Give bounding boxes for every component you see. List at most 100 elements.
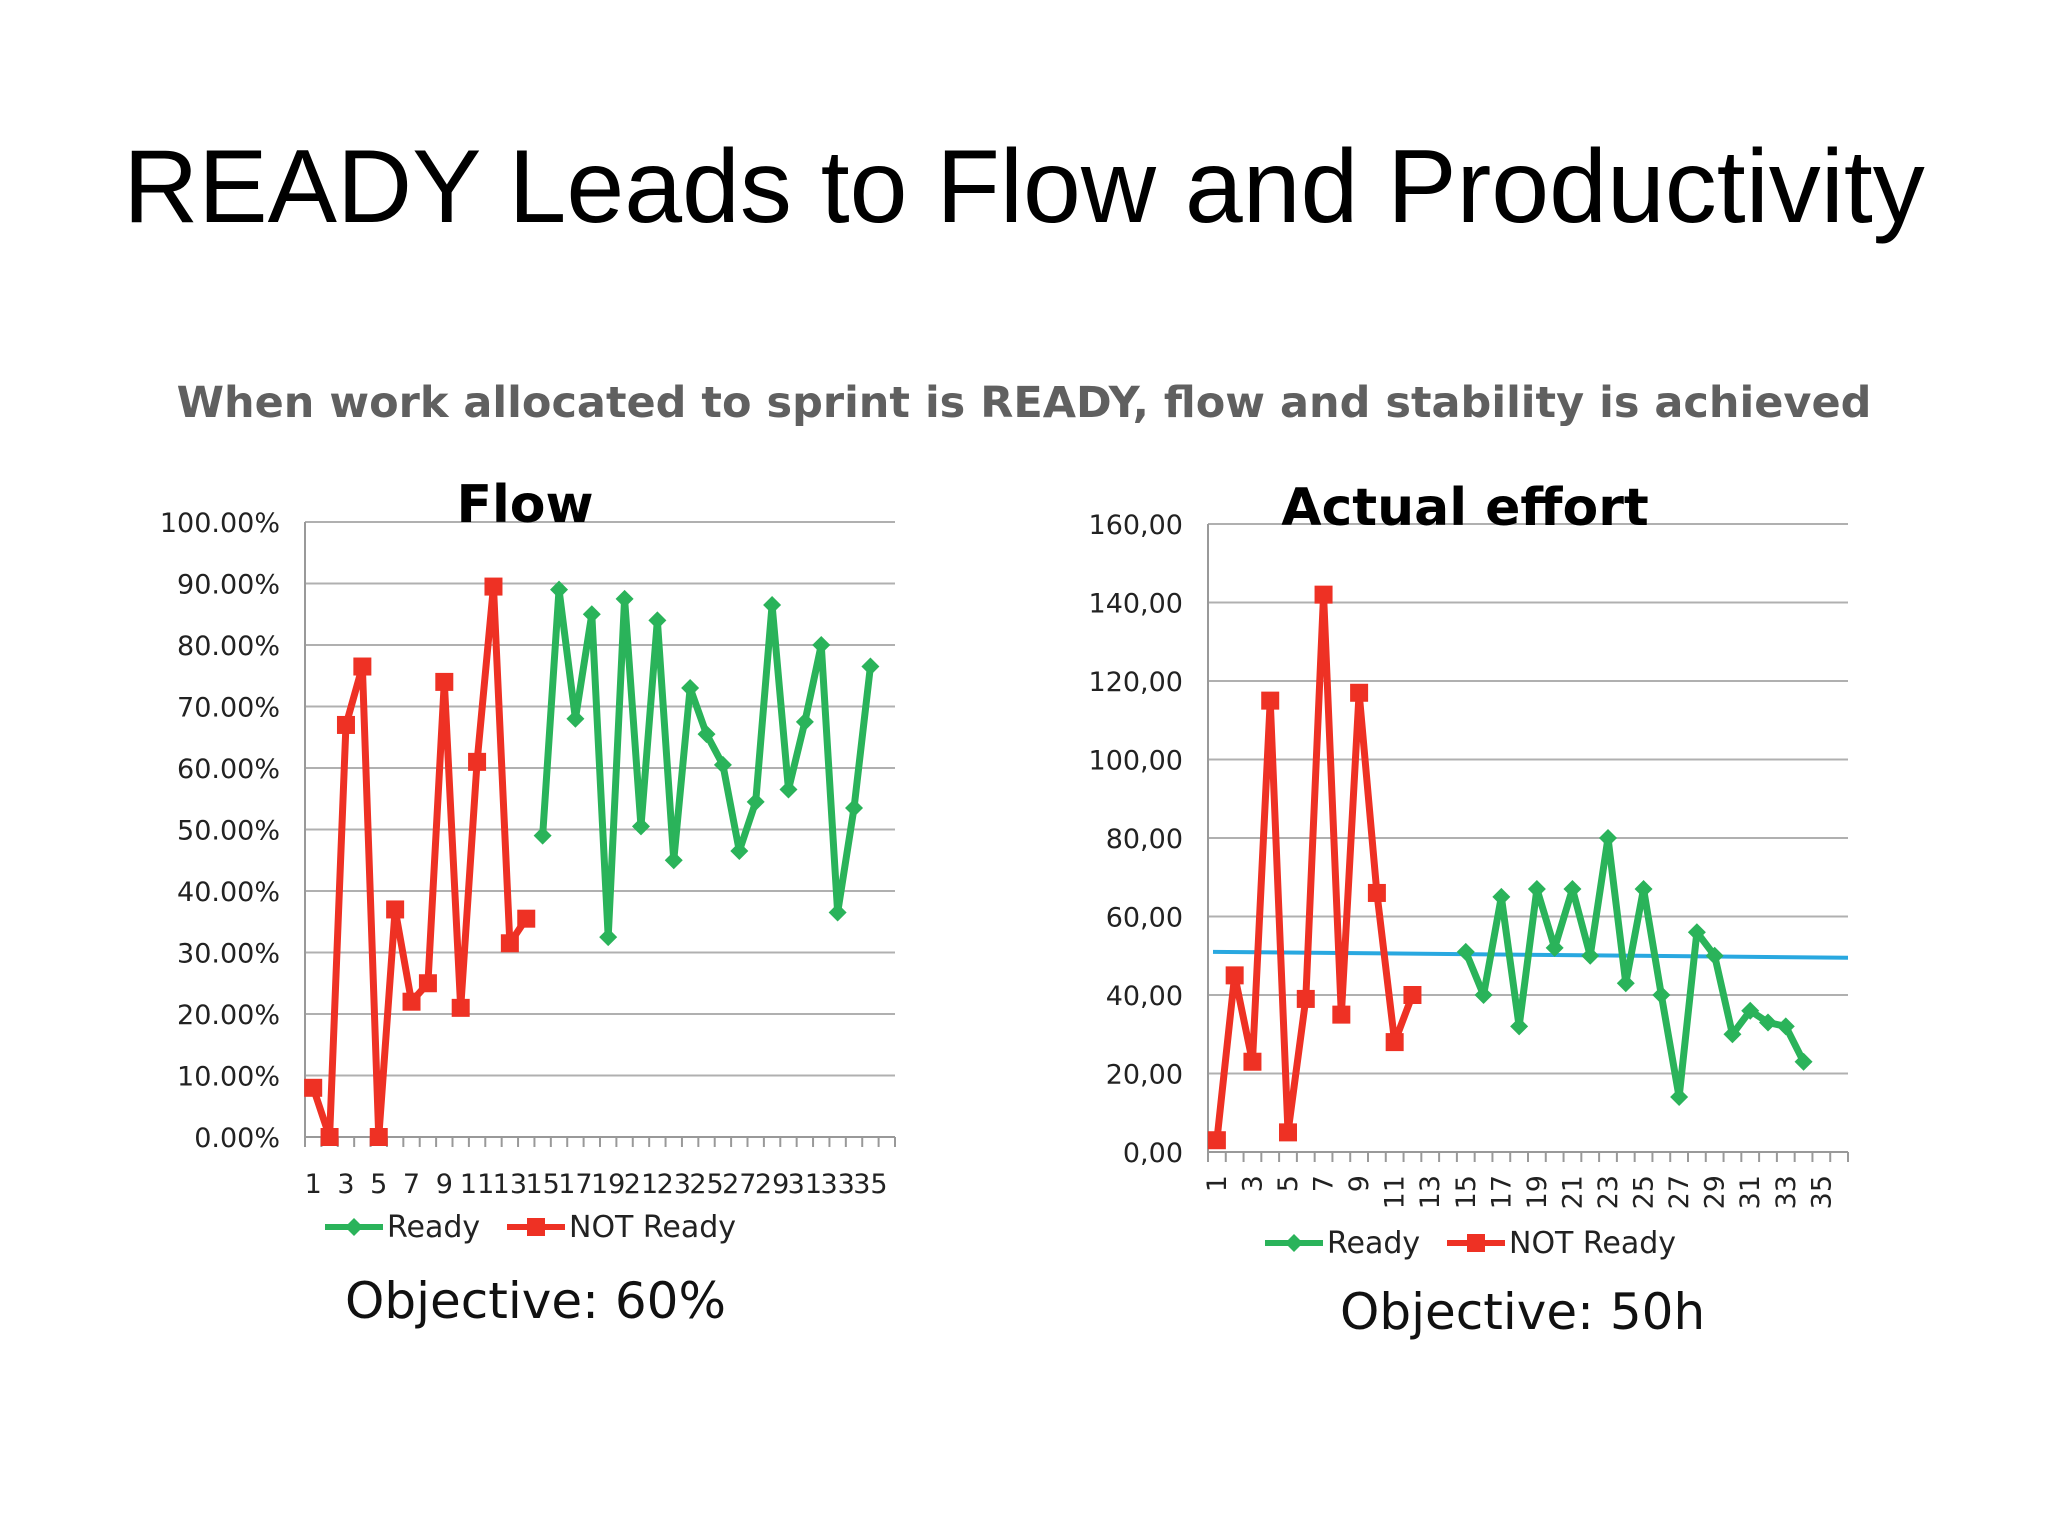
flow-point-ready <box>631 817 650 836</box>
effort-y-tick-label: 140,00 <box>1089 589 1183 620</box>
flow-point-ready <box>779 780 798 799</box>
flow-point-ready <box>763 596 782 615</box>
flow-point-not-ready <box>435 672 454 691</box>
effort-point-ready <box>1616 974 1635 993</box>
flow-point-ready <box>828 903 847 922</box>
effort-point-not-ready <box>1314 585 1333 604</box>
flow-y-tick-label: 80.00% <box>177 631 280 662</box>
flow-point-ready <box>730 842 749 861</box>
flow-x-tick-label: 9 <box>436 1169 453 1200</box>
flow-point-not-ready <box>500 934 519 953</box>
flow-x-tick-label: 15 <box>525 1169 559 1200</box>
effort-x-tick-label: 23 <box>1593 1175 1624 1209</box>
effort-x-tick-label: 33 <box>1771 1175 1802 1209</box>
effort-point-ready <box>1456 942 1475 961</box>
effort-x-tick-label: 27 <box>1664 1175 1695 1209</box>
effort-objective-label: Objective: 50h <box>1340 1283 1706 1341</box>
effort-point-ready <box>1599 829 1617 847</box>
flow-point-not-ready <box>451 998 470 1017</box>
effort-legend-not-ready-marker <box>1467 1234 1485 1252</box>
effort-point-ready <box>1794 1052 1813 1071</box>
effort-point-ready <box>1759 1013 1777 1032</box>
flow-x-tick-label: 31 <box>788 1169 822 1200</box>
flow-point-not-ready <box>369 1128 388 1146</box>
effort-point-ready <box>1741 1001 1760 1020</box>
flow-x-tick-label: 35 <box>853 1169 887 1200</box>
effort-x-tick-label: 13 <box>1415 1175 1446 1209</box>
flow-point-ready <box>550 580 569 599</box>
flow-objective-label: Objective: 60% <box>345 1272 726 1330</box>
effort-point-ready <box>1634 880 1653 899</box>
flow-point-not-ready <box>418 974 437 993</box>
effort-point-not-ready <box>1279 1123 1297 1142</box>
slide-title: READY Leads to Flow and Productivity <box>123 129 1925 245</box>
effort-point-not-ready <box>1296 989 1315 1008</box>
flow-x-tick-label: 3 <box>337 1169 354 1200</box>
effort-point-not-ready <box>1225 966 1244 985</box>
effort-x-tick-label: 19 <box>1522 1175 1553 1209</box>
flow-y-tick-label: 100.00% <box>160 508 280 539</box>
flow-y-tick-label: 60.00% <box>177 754 280 785</box>
flow-point-ready <box>795 712 814 731</box>
flow-point-ready <box>566 709 585 728</box>
flow-x-tick-label: 1 <box>305 1169 322 1200</box>
flow-legend-not-ready-label: NOT Ready <box>569 1210 736 1245</box>
flow-x-tick-label: 25 <box>689 1169 723 1200</box>
effort-x-tick-label: 25 <box>1629 1175 1660 1209</box>
effort-x-tick-label: 1 <box>1202 1175 1233 1192</box>
effort-x-tick-label: 15 <box>1451 1175 1482 1209</box>
flow-point-not-ready <box>336 715 355 734</box>
effort-legend-ready-marker <box>1285 1234 1303 1252</box>
flow-x-tick-label: 21 <box>624 1169 658 1200</box>
flow-point-ready <box>861 657 880 676</box>
flow-y-tick-label: 20.00% <box>177 1000 280 1031</box>
effort-chart-title: Actual effort <box>1281 478 1649 538</box>
effort-point-not-ready <box>1332 1005 1351 1024</box>
effort-series-ready-line <box>1462 834 1807 1101</box>
effort-point-ready <box>1581 946 1600 965</box>
effort-point-ready <box>1705 946 1724 965</box>
effort-y-tick-label: 160,00 <box>1089 510 1183 541</box>
flow-x-tick-label: 27 <box>722 1169 756 1200</box>
effort-x-tick-label: 31 <box>1735 1175 1766 1209</box>
effort-point-not-ready <box>1350 683 1369 702</box>
flow-point-ready <box>746 792 765 811</box>
flow-x-tick-label: 7 <box>403 1169 420 1200</box>
effort-x-tick-label: 35 <box>1806 1175 1837 1209</box>
flow-point-not-ready <box>386 900 405 919</box>
effort-point-not-ready <box>1367 883 1386 902</box>
effort-point-ready <box>1474 986 1493 1004</box>
effort-point-not-ready <box>1261 691 1280 710</box>
effort-x-tick-label: 29 <box>1700 1175 1731 1209</box>
effort-legend-not-ready-label: NOT Ready <box>1509 1226 1676 1261</box>
effort-point-ready <box>1670 1088 1689 1107</box>
flow-point-ready <box>533 826 552 845</box>
flow-y-tick-label: 90.00% <box>177 570 280 601</box>
effort-y-tick-label: 100,00 <box>1089 746 1183 777</box>
flow-point-not-ready <box>304 1078 323 1097</box>
flow-point-ready <box>664 851 683 870</box>
effort-x-tick-label: 21 <box>1557 1175 1588 1209</box>
flow-x-tick-label: 19 <box>591 1169 625 1200</box>
effort-x-tick-label: 17 <box>1486 1175 1517 1209</box>
flow-point-not-ready <box>517 909 536 928</box>
flow-y-tick-label: 40.00% <box>177 877 280 908</box>
flow-x-tick-label: 23 <box>657 1169 691 1200</box>
flow-point-not-ready <box>468 752 487 771</box>
effort-point-ready <box>1545 938 1564 957</box>
effort-y-tick-label: 120,00 <box>1089 667 1183 698</box>
flow-point-not-ready <box>353 657 372 676</box>
effort-x-tick-label: 9 <box>1344 1175 1375 1192</box>
slide-subtitle: When work allocated to sprint is READY, … <box>176 378 1872 428</box>
effort-point-ready <box>1687 923 1706 942</box>
flow-legend-ready-marker <box>345 1218 363 1236</box>
effort-series-not-ready-line <box>1213 591 1416 1141</box>
flow-x-tick-label: 33 <box>820 1169 854 1200</box>
flow-x-tick-label: 29 <box>755 1169 789 1200</box>
effort-point-ready <box>1510 1017 1529 1036</box>
flow-point-ready <box>681 679 700 698</box>
effort-x-tick-label: 11 <box>1380 1175 1411 1209</box>
flow-point-ready <box>582 605 601 624</box>
effort-point-ready <box>1527 880 1546 899</box>
